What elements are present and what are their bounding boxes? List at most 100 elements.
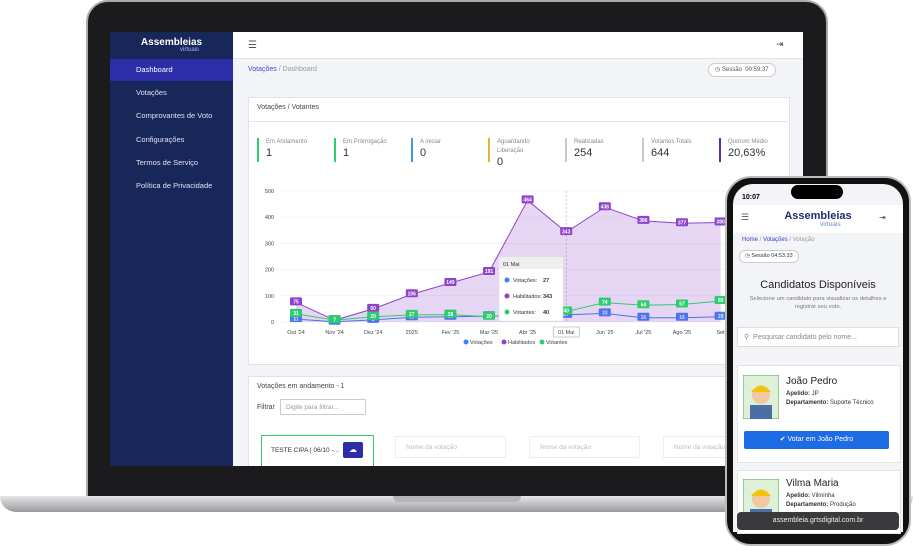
status-time: 10:07 [742,194,760,201]
logout[interactable]: ⇥ [776,39,784,49]
data-label: 149 [446,280,455,286]
upload-button[interactable]: ☁ [343,442,363,458]
x-tick-label: Jul '25 [636,330,652,336]
crumb[interactable]: Home [742,237,759,243]
data-label-box [521,195,534,204]
candidate-name: Vilma Maria [786,478,839,489]
tooltip-label: Votações: [513,278,538,284]
filter-label: Filtrar [257,404,275,411]
data-label: 377 [678,220,687,226]
menu-item[interactable]: Comprovantes de Voto [136,111,213,120]
data-label: 28 [448,312,454,318]
legend-swatch [539,339,545,345]
data-label: 11 [293,316,299,322]
field-label: Departamento: [786,400,829,406]
field-value: Produção [830,502,856,508]
tooltip-label: Habilitados: [513,294,542,300]
filter-input[interactable]: Digite para filtrar... [280,399,366,415]
phone-logout[interactable]: ⇥ [879,213,886,222]
phone-header [733,205,903,233]
data-label-box [637,300,650,309]
x-tick-label: Mar '25 [480,330,498,336]
stat-value: 254 [574,147,593,159]
sidebar [110,32,233,466]
y-tick-label: 0 [271,320,274,326]
tooltip-label: Votantes: [513,310,536,316]
data-label: 16 [641,315,647,321]
crumb[interactable]: Votações [248,66,277,73]
field-value: JP [811,391,819,397]
phone-session: ◷ Sessão 04:53:33 [739,250,799,263]
data-label-box [328,315,341,324]
candidate-name: João Pedro [786,376,838,387]
phone-menu[interactable]: ☰ [741,212,750,222]
voting-card-title: TESTE CIPA | 06/10 -... [271,447,340,454]
data-label-box [444,309,457,318]
session: ◷ Sessão 00:59:37 [708,63,776,77]
menu-item[interactable]: Configurações [136,135,185,144]
x-tick-label: Jun '25 [596,330,614,336]
url: assembleia.grtsdigital.com.br [772,517,864,524]
menu-item[interactable]: Dashboard [110,59,233,81]
data-label: 438 [601,204,610,210]
topbar [233,32,803,59]
session-time: 04:53:33 [771,253,793,259]
data-label-box [444,277,457,286]
stat: Quórum Médio 20,63% [719,138,788,162]
data-label-box [560,227,573,236]
phone-breadcrumb: Home / Votações / Votação [742,237,815,243]
tooltip-value: 40 [543,310,549,316]
data-label: 8 [372,317,375,323]
y-tick-label: 500 [265,189,274,195]
data-label: 27 [563,312,569,318]
line [295,199,721,321]
menu-item[interactable]: Votações [136,88,167,97]
data-label-box [598,308,611,317]
stat: Realizadas 254 [565,138,634,162]
logo: Assembleias [140,37,203,48]
tooltip-swatch [504,293,510,299]
vote-button[interactable]: ✔ Votar em João Pedro [744,431,889,449]
data-label-box [637,312,650,321]
stat-value: 1 [266,147,273,159]
x-tick-label: Set [716,330,725,336]
stat-value: 0 [420,147,427,159]
x-tick-label: Nov '24 [325,330,343,336]
legend-swatch [501,339,507,345]
stat-value: 20,63% [728,147,766,159]
menu-item[interactable]: Política de Privacidade [136,181,213,190]
menu-item[interactable]: Termos de Serviço [136,158,199,167]
hamburger[interactable]: ☰ [248,40,257,51]
legend-swatch [463,339,469,345]
search-input[interactable]: ⚲ Pesquisar candidato pelo nome... [737,327,899,347]
tooltip-header [499,257,563,269]
field-value: Suporte Técnico [830,400,874,406]
dynamic-island [791,185,843,199]
data-label: 50 [370,306,376,312]
data-label-box [483,266,495,275]
data-label: 380 [716,220,725,226]
data-label-box [598,202,611,211]
stat-label: Realizadas [574,139,604,145]
tooltip-title: 01 Mai [503,262,520,268]
legend-label: Habilitados [508,340,535,346]
crumb: Dashboard [282,66,317,73]
y-tick-label: 300 [265,241,274,247]
crumb[interactable]: Votações [763,237,788,243]
stat-label: Em Prorrogação [343,139,387,145]
stat-label: Votantes Totais [651,139,692,145]
field-label: Apelido: [786,391,810,397]
candidate-dept: Departamento: Produção [786,502,856,508]
session-label: Sessão [721,67,742,73]
stat-label: Aguardando Liberação [497,139,530,154]
data-label: 80 [718,298,724,304]
session-time: 00:59:37 [745,67,769,73]
data-label-box [290,297,302,306]
x-tick-label: 2025 [406,330,418,336]
list-title: Votações em andamento - 1 [257,383,345,390]
data-label: 386 [639,218,648,224]
data-label-box [714,296,727,305]
x-tick-label: Fev '25 [441,330,459,336]
stat-label: Em Andamento [266,139,308,145]
